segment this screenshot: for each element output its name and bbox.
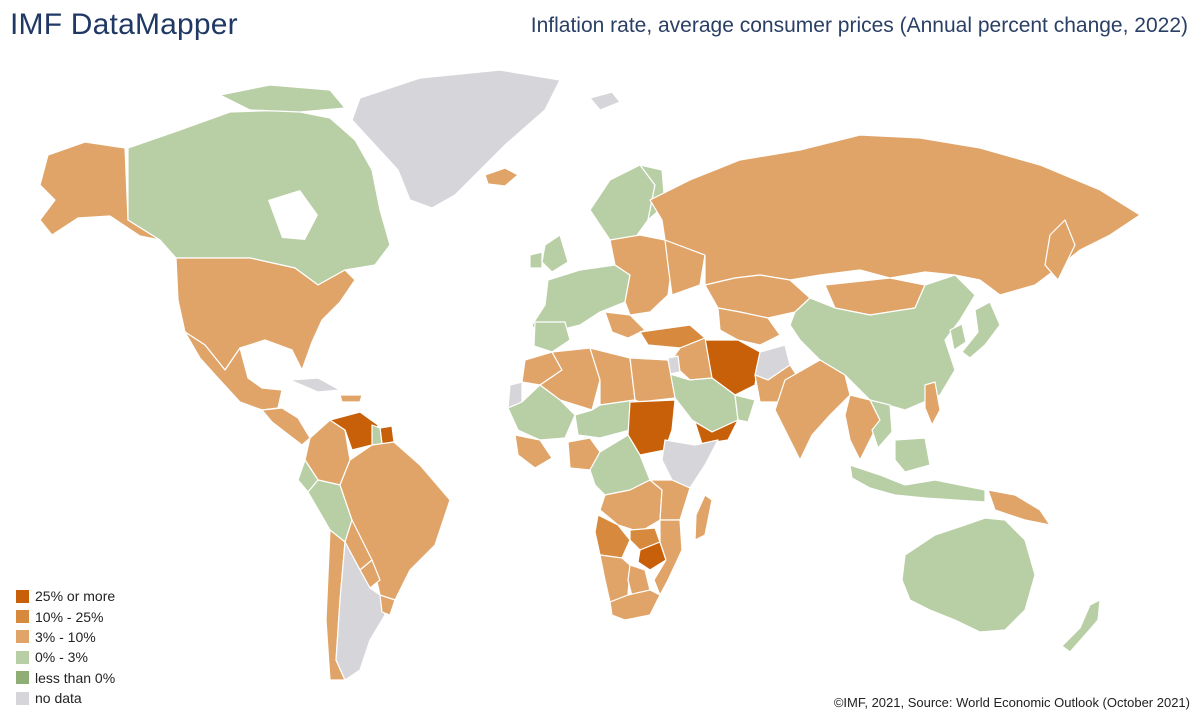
legend-label: 25% or more <box>35 588 116 605</box>
legend-label: 3% - 10% <box>35 628 96 645</box>
russia[interactable] <box>649 134 1141 296</box>
legend-item-10-25[interactable]: 10% - 25% <box>16 606 115 626</box>
zimbabwe[interactable] <box>637 541 667 571</box>
alaska[interactable] <box>39 141 161 241</box>
scandinavia[interactable] <box>589 164 656 246</box>
legend-swatch <box>16 671 29 685</box>
legend: 25% or more 10% - 25% 3% - 10% 0% - 3% l… <box>16 586 115 708</box>
legend-item-25-or-more[interactable]: 25% or more <box>16 586 115 606</box>
united-kingdom[interactable] <box>541 234 569 273</box>
iceland[interactable] <box>484 167 519 187</box>
kamchatka[interactable] <box>1044 219 1076 281</box>
oman[interactable] <box>734 394 756 423</box>
legend-label: no data <box>35 690 82 707</box>
china[interactable] <box>789 274 976 411</box>
app-title: IMF DataMapper <box>10 8 238 41</box>
canada-arctic[interactable] <box>219 84 346 113</box>
legend-label: 0% - 3% <box>35 649 88 666</box>
legend-swatch <box>16 650 29 664</box>
legend-label: less than 0% <box>35 669 116 686</box>
hudson-bay <box>268 190 318 240</box>
world-map[interactable] <box>0 40 1200 690</box>
greenland[interactable] <box>351 69 561 209</box>
papua-new-guinea[interactable] <box>987 489 1051 526</box>
canada[interactable] <box>127 109 391 286</box>
legend-item-3-10[interactable]: 3% - 10% <box>16 627 115 647</box>
iberia[interactable] <box>533 321 571 353</box>
egypt[interactable] <box>629 357 676 403</box>
philippines[interactable] <box>924 381 941 426</box>
mexico[interactable] <box>184 331 283 411</box>
legend-swatch <box>16 589 29 603</box>
borneo[interactable] <box>894 437 931 473</box>
legend-swatch <box>16 691 29 705</box>
australia[interactable] <box>901 517 1036 633</box>
legend-item-less-than-0[interactable]: less than 0% <box>16 668 115 688</box>
legend-swatch <box>16 610 29 624</box>
japan[interactable] <box>961 301 1001 359</box>
eastern-europe[interactable] <box>609 234 673 316</box>
legend-item-no-data[interactable]: no data <box>16 688 115 708</box>
indonesia[interactable] <box>849 464 986 503</box>
india[interactable] <box>774 359 851 461</box>
legend-label: 10% - 25% <box>35 608 104 625</box>
korea[interactable] <box>949 323 967 351</box>
namibia[interactable] <box>599 554 631 603</box>
horn-of-africa[interactable] <box>661 439 719 489</box>
central-america[interactable] <box>261 407 311 446</box>
cuba[interactable] <box>289 377 341 393</box>
svalbard[interactable] <box>589 91 621 111</box>
west-africa-coast[interactable] <box>514 434 553 469</box>
caribbean[interactable] <box>339 394 363 403</box>
central-asia[interactable] <box>717 307 781 346</box>
balkans[interactable] <box>604 311 646 339</box>
argentina[interactable] <box>335 541 386 681</box>
legend-swatch <box>16 630 29 644</box>
south-africa[interactable] <box>609 589 661 621</box>
western-europe[interactable] <box>531 264 631 341</box>
legend-item-0-3[interactable]: 0% - 3% <box>16 647 115 667</box>
source-note: ©IMF, 2021, Source: World Economic Outlo… <box>833 695 1190 710</box>
uruguay[interactable] <box>379 594 396 616</box>
vietnam-cambodia[interactable] <box>869 399 893 449</box>
madagascar[interactable] <box>694 494 713 541</box>
new-zealand[interactable] <box>1061 599 1101 653</box>
guyana[interactable] <box>371 424 383 446</box>
ireland[interactable] <box>529 251 543 269</box>
yemen[interactable] <box>694 419 739 445</box>
map-title: Inflation rate, average consumer prices … <box>530 14 1188 37</box>
